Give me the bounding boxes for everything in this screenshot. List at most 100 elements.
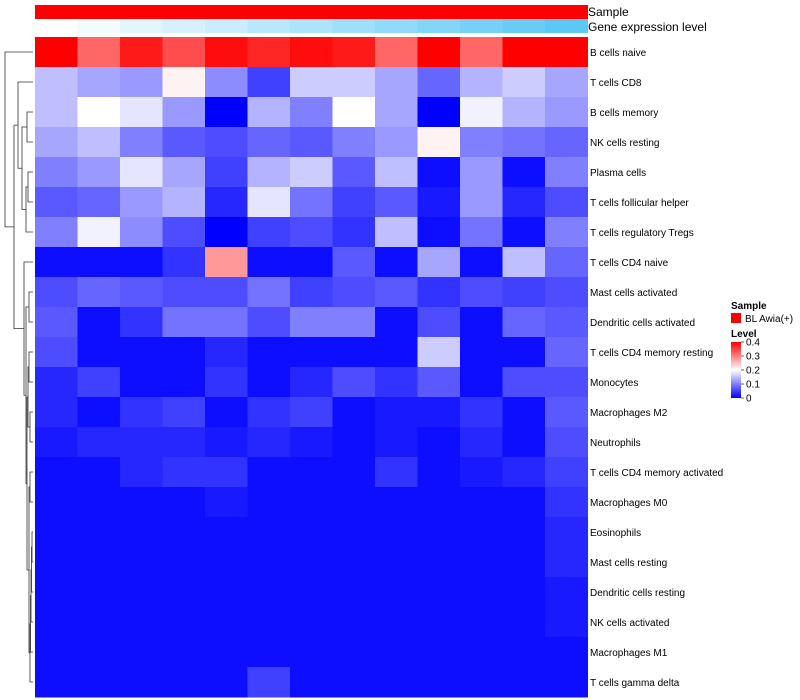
heatmap-cell <box>545 667 588 698</box>
heatmap-cell <box>120 487 163 518</box>
heatmap-cell <box>205 37 248 68</box>
heatmap-cell <box>205 577 248 608</box>
heatmap-cell <box>332 97 376 128</box>
heatmap-cell <box>417 397 461 428</box>
heatmap-cell <box>35 367 78 398</box>
heatmap-cell <box>332 307 376 338</box>
heatmap-cell <box>35 37 78 68</box>
heatmap-cell <box>77 127 121 158</box>
heatmap-cell <box>247 517 291 548</box>
sample-annotation-cell <box>460 5 503 19</box>
heatmap-cell <box>545 277 588 308</box>
heatmap-cell <box>35 517 78 548</box>
row-label: Mast cells resting <box>590 558 667 569</box>
heatmap-cell <box>205 187 248 218</box>
heatmap-cell <box>247 547 291 578</box>
row-label: T cells regulatory Tregs <box>590 228 694 239</box>
heatmap-cell <box>545 367 588 398</box>
heatmap-cell <box>502 247 546 278</box>
heatmap-cell <box>290 217 333 248</box>
heatmap-cell <box>502 187 546 218</box>
sample-annotation-cell <box>417 5 461 19</box>
heatmap-cell <box>35 577 78 608</box>
heatmap-cell <box>247 637 291 668</box>
row-label: Macrophages M2 <box>590 408 668 419</box>
heatmap-cell <box>375 307 418 338</box>
heatmap-cell <box>290 517 333 548</box>
dendrogram-branch <box>23 261 33 396</box>
heatmap-cell <box>247 187 291 218</box>
heatmap-cell <box>290 487 333 518</box>
heatmap-cell <box>545 127 588 158</box>
row-label: T cells CD4 naive <box>590 258 669 269</box>
heatmap-cell <box>162 547 206 578</box>
heatmap-cell <box>162 187 206 218</box>
row-label: Dendritic cells resting <box>590 588 685 599</box>
heatmap-cell <box>375 337 418 368</box>
heatmap-cell <box>545 307 588 338</box>
heatmap-cell <box>162 307 206 338</box>
heatmap-cell <box>545 457 588 488</box>
heatmap-cell <box>545 577 588 608</box>
heatmap-cell <box>290 277 333 308</box>
heatmap-cell <box>205 337 248 368</box>
heatmap-cell <box>77 67 121 98</box>
heatmap-cell <box>502 337 546 368</box>
heatmap-cell <box>247 127 291 158</box>
heatmap-cell <box>35 607 78 638</box>
heatmap-cell <box>545 247 588 278</box>
heatmap-cell <box>460 217 503 248</box>
heatmap-cell <box>417 157 461 188</box>
heatmap-cell <box>205 67 248 98</box>
heatmap-cell <box>77 517 121 548</box>
annotation-tracks <box>35 5 588 33</box>
heatmap-cell <box>120 127 163 158</box>
row-labels: B cells naive T cells CD8 B cells memory NK… <box>590 48 723 689</box>
heatmap-cell <box>290 607 333 638</box>
heatmap-cell <box>417 97 461 128</box>
dendrogram-branch <box>13 124 24 330</box>
dendrogram-branch <box>28 291 33 323</box>
heatmap-cell <box>162 127 206 158</box>
heatmap-cell <box>247 277 291 308</box>
heatmap-cell <box>332 547 376 578</box>
gene-expression-annotation-cell <box>332 19 376 33</box>
heatmap-cell <box>290 187 333 218</box>
heatmap-cell <box>332 487 376 518</box>
heatmap-cell <box>375 247 418 278</box>
row-label: Macrophages M0 <box>590 498 668 509</box>
heatmap-cell <box>205 547 248 578</box>
heatmap-cell <box>120 637 163 668</box>
heatmap-cell <box>332 187 376 218</box>
row-label: NK cells activated <box>590 618 669 629</box>
heatmap-cell <box>162 577 206 608</box>
dendrogram-branch <box>17 81 33 169</box>
heatmap-cell <box>460 367 503 398</box>
heatmap-cell <box>502 127 546 158</box>
heatmap-cell <box>417 277 461 308</box>
heatmap-cell <box>35 337 78 368</box>
heatmap-cell <box>502 37 546 68</box>
sample-annotation-cell <box>247 5 291 19</box>
heatmap-cell <box>417 517 461 548</box>
dendrogram-branch <box>29 411 33 443</box>
heatmap-cell <box>375 67 418 98</box>
legend-level-colorbar <box>731 342 741 398</box>
heatmap-cell <box>77 427 121 458</box>
heatmap-cell <box>502 277 546 308</box>
dendrogram-branch <box>30 595 33 653</box>
heatmap-cell <box>332 157 376 188</box>
heatmap-cells <box>35 37 588 698</box>
heatmap-cell <box>120 67 163 98</box>
heatmap-cell <box>77 667 121 698</box>
gene-expression-annotation-cell <box>545 19 588 33</box>
sample-annotation-cell <box>332 5 376 19</box>
heatmap-cell <box>35 667 78 698</box>
heatmap-cell <box>332 67 376 98</box>
row-label: T cells CD4 memory resting <box>590 348 713 359</box>
heatmap-cell <box>205 367 248 398</box>
heatmap-cell <box>120 427 163 458</box>
heatmap-cell <box>417 457 461 488</box>
heatmap-cell <box>545 637 588 668</box>
